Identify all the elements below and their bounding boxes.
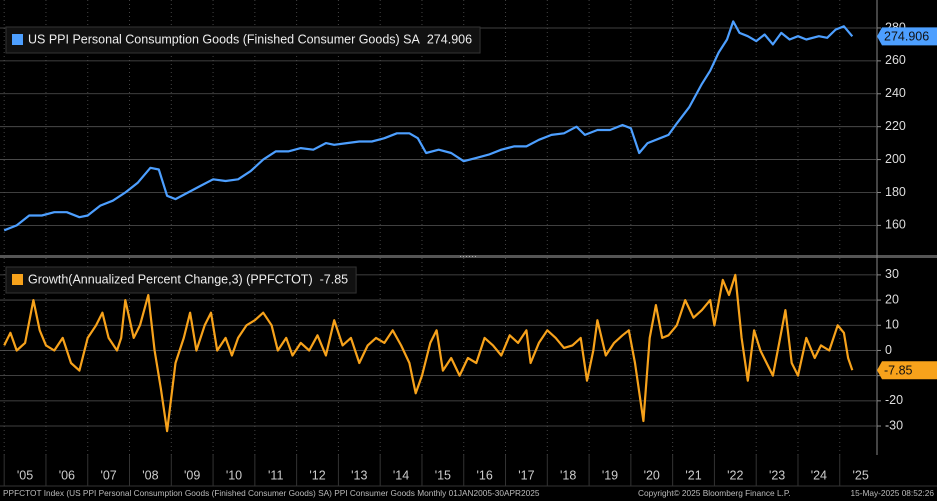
y-tick-label: -20 [885, 393, 903, 407]
y-tick-label: 240 [885, 86, 906, 100]
x-tick-label: '22 [727, 468, 743, 482]
legend-value: 274.906 [427, 32, 472, 46]
y-tick-label: 160 [885, 218, 906, 232]
x-tick-label: '05 [17, 468, 33, 482]
x-tick-label: '10 [226, 468, 242, 482]
legend-box [5, 266, 357, 294]
x-tick-label: '12 [309, 468, 325, 482]
y-tick-label: 20 [885, 292, 899, 306]
x-tick-label: '24 [811, 468, 827, 482]
x-tick-label: '23 [769, 468, 785, 482]
x-tick-label: '17 [518, 468, 534, 482]
y-tick-label: -30 [885, 418, 903, 432]
footer-copyright: Copyright© 2025 Bloomberg Finance L.P. [638, 488, 791, 498]
x-tick-label: '16 [476, 468, 492, 482]
x-tick-label: '19 [602, 468, 618, 482]
x-tick-label: '15 [435, 468, 451, 482]
legend-box [5, 26, 481, 54]
panel-divider [0, 255, 937, 258]
x-tick-label: '06 [59, 468, 75, 482]
legend-swatch [12, 34, 23, 45]
x-tick-label: '18 [560, 468, 576, 482]
x-tick-label: '25 [852, 468, 868, 482]
legend-name: US PPI Personal Consumption Goods (Finis… [28, 32, 421, 46]
legend-swatch [12, 274, 23, 285]
series-line [3, 273, 854, 433]
x-tick-label: '11 [268, 468, 283, 482]
y-tick-label: 10 [885, 318, 899, 332]
y-tick-label: 220 [885, 119, 906, 133]
series-line [3, 20, 854, 232]
last-value-label: 274.906 [884, 30, 929, 44]
footer-description: PPFCTOT Index (US PPI Personal Consumpti… [3, 488, 540, 498]
x-tick-label: '07 [100, 468, 116, 482]
last-value-tag [877, 361, 937, 380]
legend-value: -7.85 [320, 272, 349, 286]
y-tick-label: 260 [885, 53, 906, 67]
y-tick-label: 180 [885, 185, 906, 199]
last-value-label: -7.85 [884, 364, 913, 378]
legend-name: Growth(Annualized Percent Change,3) (PPF… [28, 272, 313, 286]
x-tick-label: '08 [142, 468, 158, 482]
last-value-tag [877, 27, 937, 46]
x-tick-label: '21 [685, 468, 701, 482]
x-tick-label: '13 [351, 468, 367, 482]
y-tick-label: 30 [885, 267, 899, 281]
y-tick-label: 0 [885, 343, 892, 357]
y-tick-label: 200 [885, 152, 906, 166]
x-tick-label: '14 [393, 468, 409, 482]
x-tick-label: '09 [184, 468, 200, 482]
x-tick-label: '20 [644, 468, 660, 482]
footer-timestamp: 15-May-2025 08:52:26 [851, 488, 935, 498]
